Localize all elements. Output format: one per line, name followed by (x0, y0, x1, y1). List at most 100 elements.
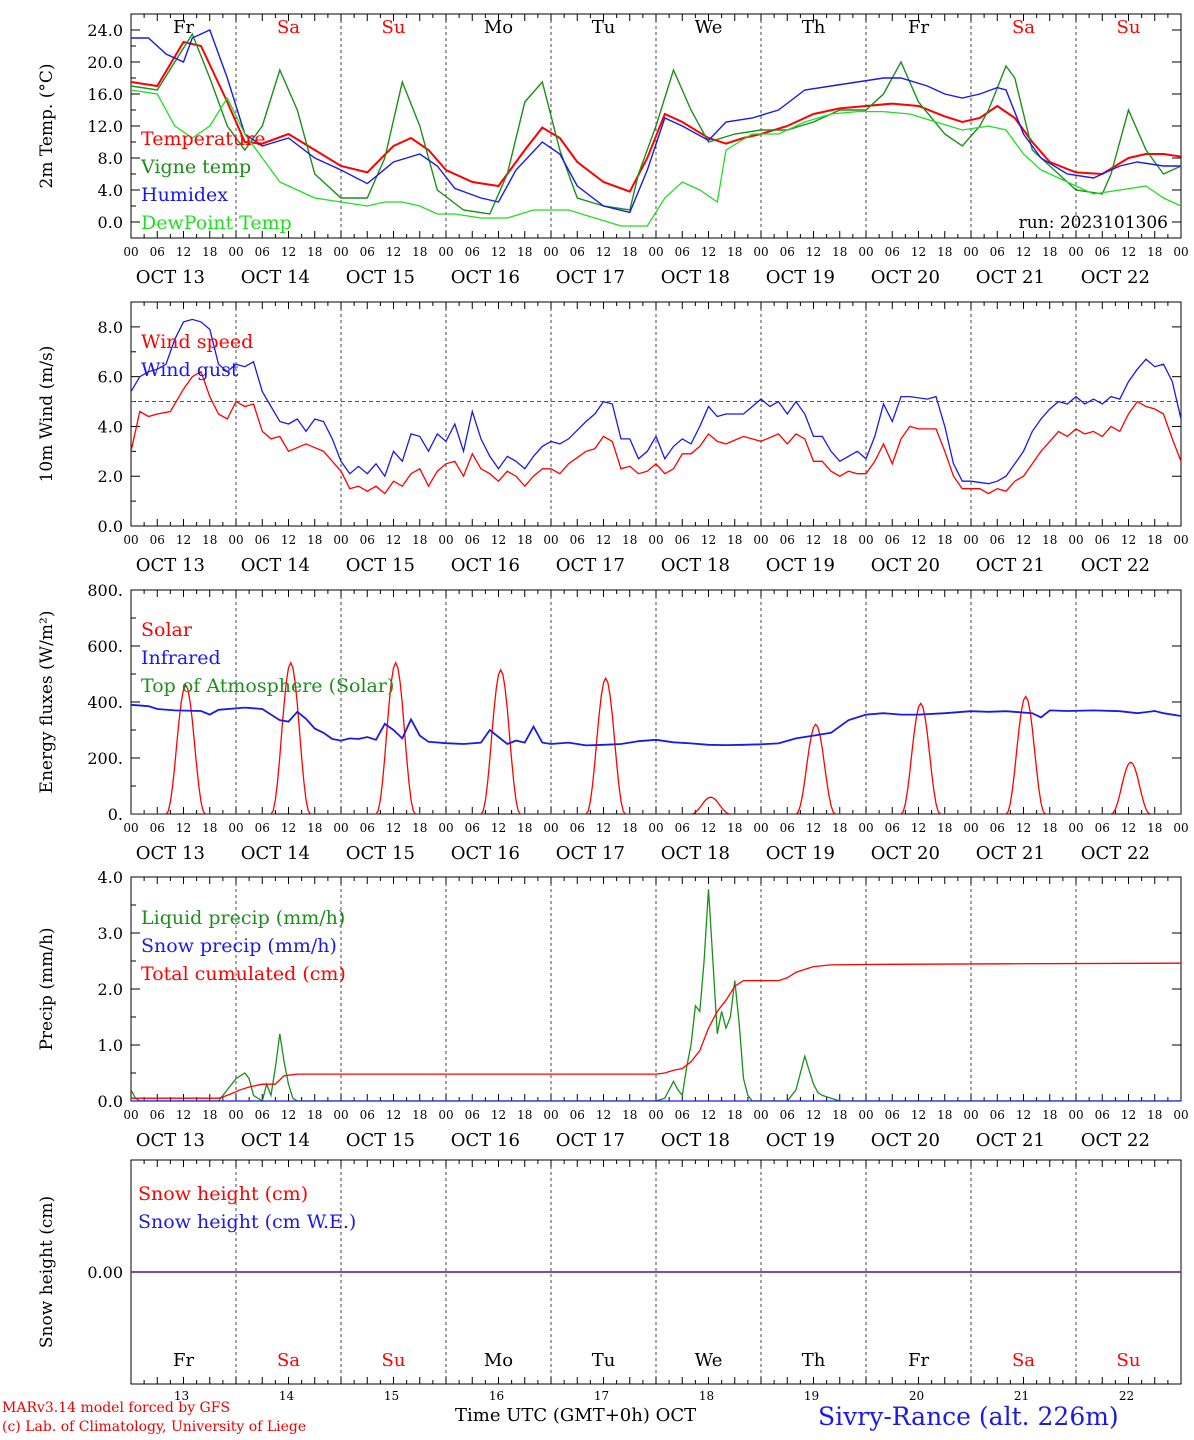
hour-tick-label: 12 (491, 533, 506, 547)
hour-tick-label: 18 (622, 1108, 637, 1122)
day-label: OCT 17 (556, 1130, 625, 1151)
day-label: OCT 20 (871, 555, 940, 576)
day-label: OCT 15 (346, 267, 415, 288)
hour-tick-label: 18 (1147, 821, 1162, 835)
weekday-label: Tu (592, 1350, 616, 1371)
hour-tick-label: 00 (963, 1108, 978, 1122)
hour-tick-label: 06 (885, 821, 900, 835)
day-label: OCT 14 (241, 555, 310, 576)
hour-tick-label: 18 (727, 821, 742, 835)
hour-tick-label: 18 (412, 245, 427, 259)
hour-tick-label: 00 (753, 821, 768, 835)
run-annotation: run: 2023101306 (1019, 213, 1168, 233)
hour-tick-label: 12 (596, 245, 611, 259)
legend-entry: Snow height (cm W.E.) (138, 1211, 356, 1233)
hour-tick-label: 00 (123, 245, 138, 259)
hour-tick-label: 12 (806, 1108, 821, 1122)
weekday-label: Mo (484, 1350, 513, 1371)
day-number: 22 (1119, 1389, 1134, 1403)
hour-tick-label: 18 (307, 821, 322, 835)
hour-tick-label: 00 (1173, 821, 1188, 835)
hour-tick-label: 18 (307, 1108, 322, 1122)
hour-tick-label: 06 (255, 533, 270, 547)
y-tick-label: 16.0 (87, 85, 123, 104)
hour-tick-label: 18 (832, 245, 847, 259)
day-label: OCT 19 (766, 843, 835, 864)
hour-tick-label: 06 (990, 821, 1005, 835)
hour-tick-label: 00 (1068, 821, 1083, 835)
day-label: OCT 19 (766, 267, 835, 288)
hour-tick-label: 06 (465, 821, 480, 835)
day-number: 16 (489, 1389, 504, 1403)
model-line: MARv3.14 model forced by GFS (2, 1400, 231, 1416)
day-label: OCT 13 (136, 267, 205, 288)
hour-tick-label: 00 (333, 1108, 348, 1122)
hour-tick-label: 00 (543, 533, 558, 547)
day-label: OCT 15 (346, 1130, 415, 1151)
hour-tick-label: 18 (517, 821, 532, 835)
hour-tick-label: 06 (150, 821, 165, 835)
y-tick-label: 4.0 (98, 181, 123, 200)
series-line-solar (131, 661, 1181, 814)
day-label: OCT 22 (1081, 1130, 1150, 1151)
hour-tick-label: 18 (1147, 245, 1162, 259)
hour-tick-label: 00 (438, 533, 453, 547)
hour-tick-label: 06 (675, 533, 690, 547)
day-label: OCT 22 (1081, 267, 1150, 288)
hour-tick-label: 12 (911, 1108, 926, 1122)
hour-tick-label: 12 (1016, 533, 1031, 547)
hour-tick-label: 12 (806, 245, 821, 259)
hour-tick-label: 06 (360, 533, 375, 547)
hour-tick-label: 00 (648, 533, 663, 547)
hour-tick-label: 18 (202, 533, 217, 547)
y-tick-label: 0.0 (98, 517, 123, 536)
hour-tick-label: 12 (176, 533, 191, 547)
hour-tick-label: 00 (858, 1108, 873, 1122)
hour-tick-label: 12 (281, 821, 296, 835)
y-tick-label: 200. (87, 749, 123, 768)
hour-tick-label: 12 (701, 533, 716, 547)
hour-tick-label: 12 (491, 245, 506, 259)
weekday-label: We (695, 17, 723, 38)
weekday-label: Su (1117, 1350, 1141, 1371)
station-name: Sivry-Rance (alt. 226m) (818, 1402, 1119, 1431)
hour-tick-label: 12 (596, 1108, 611, 1122)
y-axis-title: Energy fluxes (W/m²) (37, 611, 57, 794)
hour-tick-label: 00 (1068, 533, 1083, 547)
time-axis-title: Time UTC (GMT+0h) OCT (455, 1405, 697, 1426)
hour-tick-label: 00 (333, 245, 348, 259)
credit-line: (c) Lab. of Climatology, University of L… (2, 1419, 307, 1435)
hour-tick-label: 12 (701, 1108, 716, 1122)
day-number: 15 (384, 1389, 399, 1403)
hour-tick-label: 12 (1121, 1108, 1136, 1122)
hour-tick-label: 00 (648, 245, 663, 259)
hour-tick-label: 12 (1121, 533, 1136, 547)
hour-tick-label: 18 (1147, 1108, 1162, 1122)
series-line-humidex (131, 29, 1181, 214)
hour-tick-label: 00 (123, 1108, 138, 1122)
hour-tick-label: 12 (1016, 245, 1031, 259)
day-label: OCT 13 (136, 1130, 205, 1151)
y-tick-label: 0. (108, 805, 123, 824)
hour-tick-label: 06 (675, 1108, 690, 1122)
day-label: OCT 19 (766, 555, 835, 576)
weekday-label: Tu (592, 17, 616, 38)
hour-tick-label: 00 (1068, 245, 1083, 259)
day-number: 20 (909, 1389, 924, 1403)
y-axis-title: 2m Temp. (°C) (37, 63, 57, 188)
hour-tick-label: 18 (1042, 821, 1057, 835)
hour-tick-label: 12 (911, 245, 926, 259)
y-tick-label: 600. (87, 637, 123, 656)
hour-tick-label: 12 (281, 1108, 296, 1122)
hour-tick-label: 06 (885, 245, 900, 259)
hour-tick-label: 18 (937, 533, 952, 547)
hour-tick-label: 12 (596, 821, 611, 835)
hour-tick-label: 12 (1016, 1108, 1031, 1122)
hour-tick-label: 00 (543, 245, 558, 259)
hour-tick-label: 00 (123, 821, 138, 835)
hour-tick-label: 00 (963, 821, 978, 835)
panel-4: 0.0 1.0 2.0 3.0 4.0 Precip (mm/h) Liquid preci… (37, 868, 1189, 1151)
y-tick-label: 20.0 (87, 53, 123, 72)
day-label: OCT 20 (871, 843, 940, 864)
weekday-label: Fr (908, 1350, 929, 1371)
